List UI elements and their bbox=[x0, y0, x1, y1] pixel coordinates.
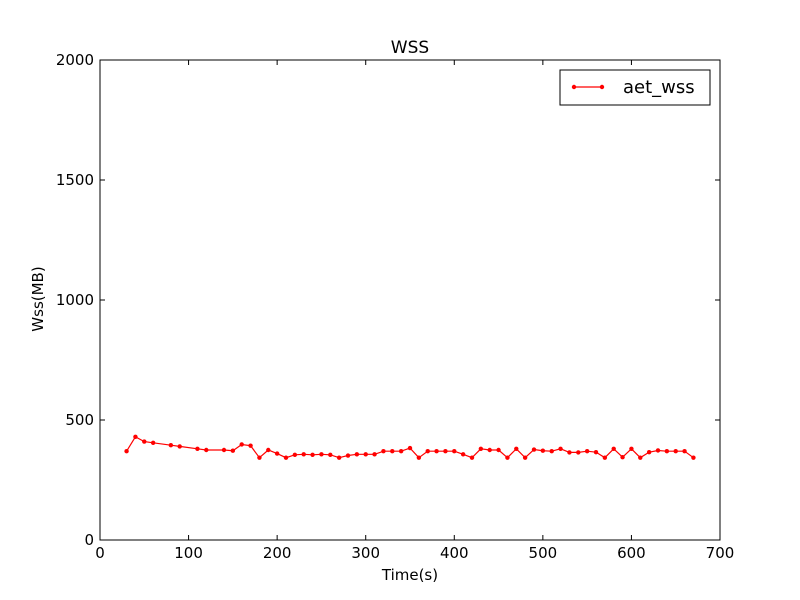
axis-ticks: 0 100 200 300 400 500 600 700 0 500 1000 1500 2000 bbox=[56, 51, 735, 562]
data-point bbox=[558, 446, 563, 451]
y-axis-label: Wss(MB) bbox=[29, 266, 47, 331]
data-point bbox=[611, 446, 616, 451]
y-tick-label: 1000 bbox=[56, 291, 94, 309]
data-point bbox=[567, 450, 572, 455]
x-tick-label: 100 bbox=[174, 544, 203, 562]
data-point bbox=[522, 455, 528, 460]
data-point bbox=[274, 451, 280, 456]
data-point bbox=[328, 452, 333, 457]
chart-title: WSS bbox=[391, 38, 429, 58]
data-point bbox=[602, 455, 608, 460]
y-tick-label: 1500 bbox=[56, 171, 94, 189]
data-point bbox=[664, 449, 670, 454]
x-tick-label: 300 bbox=[351, 544, 380, 562]
data-point bbox=[638, 455, 643, 460]
data-point bbox=[230, 448, 236, 453]
data-point bbox=[363, 452, 368, 457]
data-point bbox=[354, 452, 360, 457]
data-point bbox=[540, 448, 546, 453]
data-point bbox=[133, 434, 138, 439]
y-tick-label: 500 bbox=[65, 411, 94, 429]
data-point bbox=[204, 447, 209, 453]
data-point bbox=[142, 439, 147, 444]
data-point bbox=[177, 444, 182, 449]
data-point bbox=[469, 455, 475, 460]
data-point bbox=[150, 440, 156, 445]
data-point bbox=[319, 452, 324, 457]
x-tick-label: 0 bbox=[95, 544, 105, 562]
x-tick-label: 400 bbox=[440, 544, 469, 562]
data-point bbox=[195, 446, 200, 451]
legend-marker bbox=[571, 84, 577, 90]
data-point bbox=[416, 455, 422, 460]
data-point bbox=[248, 443, 253, 448]
x-tick-label: 200 bbox=[263, 544, 292, 562]
data-point bbox=[496, 447, 501, 453]
data-point bbox=[292, 452, 298, 457]
data-point bbox=[452, 449, 457, 454]
x-axis-label: Time(s) bbox=[381, 566, 438, 584]
data-point bbox=[239, 442, 244, 447]
data-point bbox=[425, 449, 430, 454]
y-tick-label: 0 bbox=[84, 531, 94, 549]
data-point bbox=[593, 449, 599, 455]
data-point bbox=[691, 455, 696, 460]
series-layer bbox=[124, 434, 696, 460]
data-point bbox=[345, 453, 351, 458]
data-point bbox=[514, 446, 519, 451]
data-point bbox=[336, 455, 342, 460]
y-tick-label: 2000 bbox=[56, 51, 94, 69]
x-tick-label: 600 bbox=[617, 544, 646, 562]
data-point bbox=[257, 455, 262, 460]
data-point bbox=[673, 449, 678, 454]
data-point bbox=[646, 449, 652, 455]
data-point bbox=[283, 455, 289, 460]
data-point bbox=[460, 452, 466, 457]
x-tick-label: 500 bbox=[529, 544, 558, 562]
data-point bbox=[407, 445, 413, 451]
data-point bbox=[531, 447, 537, 452]
data-point bbox=[487, 447, 492, 453]
plot-frame bbox=[99, 59, 721, 541]
data-point bbox=[301, 452, 306, 457]
data-point bbox=[381, 449, 386, 454]
data-point bbox=[655, 448, 661, 453]
data-point bbox=[629, 446, 634, 451]
data-point bbox=[390, 449, 395, 454]
legend-label: aet_wss bbox=[623, 77, 695, 98]
data-point bbox=[549, 449, 554, 454]
data-point bbox=[310, 452, 315, 457]
data-point bbox=[682, 449, 687, 454]
data-point bbox=[124, 449, 129, 454]
data-point bbox=[620, 455, 625, 460]
data-point bbox=[443, 449, 448, 454]
data-point bbox=[266, 447, 271, 453]
data-point bbox=[505, 455, 510, 460]
data-point bbox=[168, 443, 174, 448]
data-point bbox=[398, 449, 404, 454]
data-point bbox=[372, 452, 377, 457]
data-point bbox=[584, 449, 590, 454]
data-point bbox=[221, 447, 227, 453]
data-point bbox=[434, 449, 439, 454]
legend: aet_wss bbox=[559, 69, 711, 106]
legend-marker bbox=[599, 84, 605, 90]
x-tick-label: 700 bbox=[706, 544, 735, 562]
data-point bbox=[478, 446, 484, 451]
data-point bbox=[576, 450, 581, 455]
